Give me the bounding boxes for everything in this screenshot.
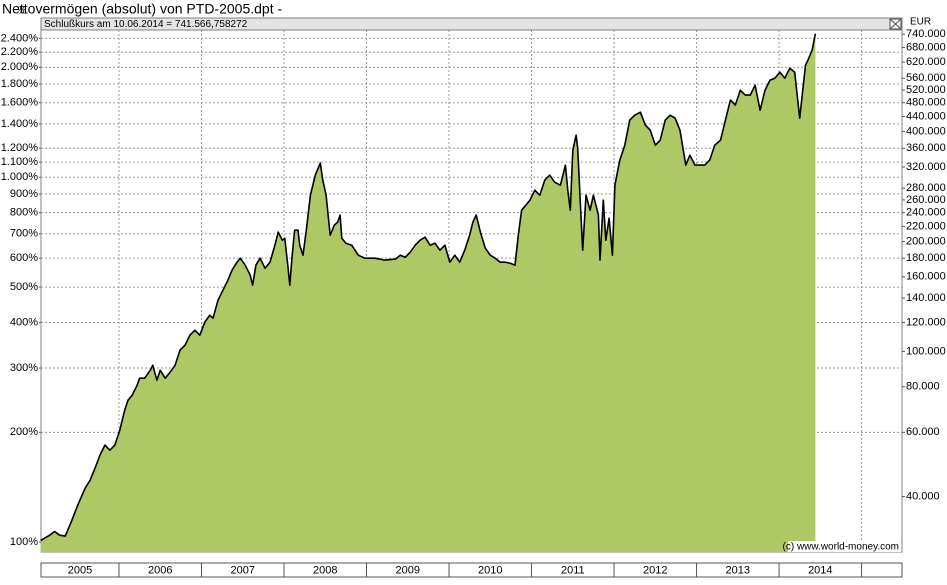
- y-tick-label: 800%: [10, 206, 38, 218]
- y2-tick-label: 620.000: [906, 56, 946, 68]
- y2-tick-label: 60.000: [906, 426, 940, 438]
- chart-title: Nettovermögen (absolut) von PTD-2005.dpt…: [2, 1, 282, 17]
- y2-tick-label: 280.000: [906, 182, 946, 194]
- y2-tick-label: 240.000: [906, 206, 946, 218]
- line: [40, 33, 817, 542]
- x-tick-label: 2012: [643, 564, 667, 576]
- y2-tick-label: 200.000: [906, 235, 946, 247]
- y-tick-label: 1.600%: [1, 97, 39, 109]
- y2-tick-label: 440.000: [906, 110, 946, 122]
- y2-tick-label: 740.000: [906, 28, 946, 40]
- y-tick-label: 2.200%: [1, 46, 39, 58]
- y2-tick-label: 220.000: [906, 220, 946, 232]
- x-tick-label: 2009: [396, 564, 420, 576]
- y-tick-label: 2.400%: [1, 32, 39, 44]
- y2-tick-label: 520.000: [906, 84, 946, 96]
- y2-tick-label: 400.000: [906, 126, 946, 138]
- y2-tick-label: 480.000: [906, 97, 946, 109]
- y2-axis-label: EUR: [910, 17, 931, 28]
- y2-tick-label: 360.000: [906, 142, 946, 154]
- y2-tick-label: 40.000: [906, 490, 940, 502]
- x-tick-label: 2005: [68, 564, 92, 576]
- y2-tick-label: 80.000: [906, 381, 940, 393]
- y-tick-label: 700%: [10, 228, 38, 240]
- y2-tick-label: 180.000: [906, 252, 946, 264]
- y-tick-label: 900%: [10, 188, 38, 200]
- x-axis-strip: [40, 562, 903, 578]
- y2-tick-label: 320.000: [906, 161, 946, 173]
- x-tick-label: 2008: [313, 564, 337, 576]
- y-tick-label: 1.800%: [1, 78, 39, 90]
- x-tick-label: 2011: [561, 564, 585, 576]
- credit-bg: [788, 541, 901, 552]
- x-tick-label: 2013: [726, 564, 750, 576]
- y-axis-label: %: [18, 6, 27, 17]
- info-text: Schlußkurs am 10.06.2014 = 741.566,75827…: [44, 19, 248, 30]
- y-tick-label: 300%: [10, 362, 38, 374]
- y-tick-label: 1.000%: [1, 171, 39, 183]
- x-tick-label: 2014: [808, 564, 832, 576]
- y-tick-label: 1.400%: [1, 118, 39, 130]
- marks: [40, 33, 817, 552]
- area-fill: [40, 33, 816, 552]
- y2-tick-label: 560.000: [906, 72, 946, 84]
- x-tick-label: 2010: [478, 564, 502, 576]
- y2-tick-label: 120.000: [906, 316, 946, 328]
- y-tick-label: 2.000%: [1, 61, 39, 73]
- x-tick-label: 2006: [148, 564, 172, 576]
- y-tick-label: 100%: [10, 536, 38, 548]
- close-cross: [889, 18, 902, 30]
- credit: (c) www.world-money.com: [783, 542, 900, 553]
- y-tick-label: 200%: [10, 426, 38, 438]
- y2-tick-label: 100.000: [906, 345, 946, 357]
- y2-tick-label: 680.000: [906, 41, 946, 53]
- y2-tick-label: 260.000: [906, 194, 946, 206]
- y-tick-label: 1.200%: [1, 142, 39, 154]
- axes: 100% 200% 300% 400% 500% 600% 700% 800% 900% 1.00…: [1, 28, 946, 577]
- close-icon[interactable]: [889, 18, 902, 30]
- y2-tick-label: 140.000: [906, 292, 946, 304]
- y-tick-label: 600%: [10, 252, 38, 264]
- y-tick-label: 400%: [10, 316, 38, 328]
- x-tick-label: 2007: [230, 564, 254, 576]
- y-tick-label: 1.100%: [1, 156, 39, 168]
- y-tick-label: 500%: [10, 281, 38, 293]
- y2-tick-label: 160.000: [906, 271, 946, 283]
- info-bar: [40, 17, 903, 31]
